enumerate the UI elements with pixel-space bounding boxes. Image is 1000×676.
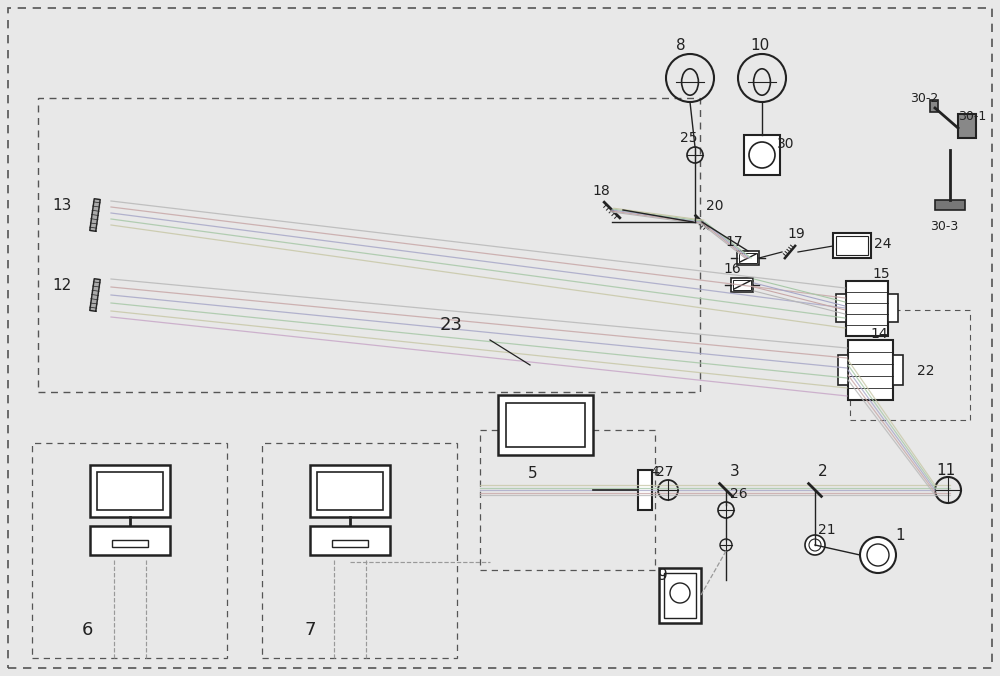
Bar	[846, 281, 888, 335]
Text: 17: 17	[725, 235, 743, 249]
Bar	[833, 233, 871, 258]
Circle shape	[670, 583, 690, 603]
Bar	[850, 310, 970, 420]
Bar	[958, 114, 976, 138]
Text: 25: 25	[680, 131, 698, 145]
Text: 16: 16	[723, 262, 741, 276]
Bar	[744, 135, 780, 175]
Text: 23: 23	[440, 316, 463, 334]
Text: 30-1: 30-1	[958, 110, 986, 123]
Bar	[97, 472, 163, 510]
Text: 10: 10	[750, 38, 769, 53]
Bar	[664, 573, 696, 617]
Bar	[930, 100, 938, 112]
Text: 9: 9	[658, 568, 668, 583]
Text: 15: 15	[872, 267, 890, 281]
Text: 7: 7	[304, 621, 316, 639]
Bar	[480, 430, 655, 570]
Text: 2: 2	[818, 464, 828, 479]
Bar	[737, 251, 759, 265]
Text: 1: 1	[895, 528, 905, 543]
Bar	[838, 355, 848, 385]
Text: 12: 12	[52, 278, 71, 293]
Bar	[38, 98, 700, 392]
Text: 11: 11	[936, 463, 955, 478]
Bar	[739, 253, 757, 263]
Text: 13: 13	[52, 198, 71, 213]
Text: 27: 27	[656, 465, 674, 479]
Bar	[731, 278, 753, 292]
Text: 24: 24	[874, 237, 892, 251]
Text: 14: 14	[870, 327, 888, 341]
Bar	[90, 465, 170, 517]
Bar	[638, 470, 652, 510]
Bar	[506, 403, 585, 447]
Text: 4: 4	[650, 465, 659, 479]
Text: 20: 20	[706, 199, 724, 213]
Bar	[498, 395, 593, 455]
Bar	[659, 567, 701, 623]
Bar	[332, 540, 368, 547]
Bar	[733, 280, 751, 290]
Text: 30-2: 30-2	[910, 92, 938, 105]
Bar	[32, 443, 227, 658]
Circle shape	[867, 544, 889, 566]
Bar	[836, 294, 846, 322]
Bar	[935, 200, 965, 210]
Text: 26: 26	[730, 487, 748, 501]
Text: 5: 5	[528, 466, 538, 481]
Text: 8: 8	[676, 38, 686, 53]
Bar	[836, 236, 868, 255]
Polygon shape	[90, 279, 100, 311]
Polygon shape	[90, 199, 100, 231]
Bar	[90, 526, 170, 555]
Text: 21: 21	[818, 523, 836, 537]
Circle shape	[860, 537, 896, 573]
Bar	[888, 294, 898, 322]
Text: 30-3: 30-3	[930, 220, 958, 233]
Text: 18: 18	[592, 184, 610, 198]
Bar	[848, 340, 893, 400]
Bar	[310, 465, 390, 517]
Circle shape	[749, 142, 775, 168]
Text: 22: 22	[917, 364, 934, 378]
Bar	[310, 526, 390, 555]
Text: 6: 6	[82, 621, 93, 639]
Bar	[893, 355, 902, 385]
Bar	[112, 540, 148, 547]
Circle shape	[809, 539, 821, 551]
Bar	[262, 443, 457, 658]
Bar	[317, 472, 383, 510]
Text: 3: 3	[730, 464, 740, 479]
Text: 19: 19	[787, 227, 805, 241]
Circle shape	[805, 535, 825, 555]
Text: 30: 30	[777, 137, 794, 151]
